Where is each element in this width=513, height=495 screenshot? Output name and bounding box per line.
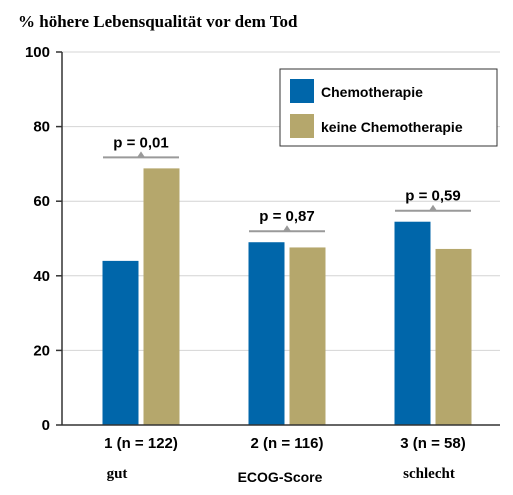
annotations: p = 0,01 p = 0,87 p = 0,59 bbox=[103, 134, 471, 233]
legend: Chemotherapie keine Chemotherapie bbox=[279, 68, 498, 147]
legend-label-chemotherapie: Chemotherapie bbox=[321, 84, 423, 100]
p-value-label: p = 0,87 bbox=[259, 208, 314, 225]
bar-chemotherapie-2 bbox=[248, 242, 285, 425]
x-tick-label: 3 (n = 58) bbox=[400, 435, 465, 452]
legend-label-keine-chemotherapie: keine Chemotherapie bbox=[321, 119, 463, 135]
p-value-label: p = 0,59 bbox=[405, 188, 460, 205]
y-tick-label: 20 bbox=[33, 342, 50, 359]
p-value-label: p = 0,01 bbox=[113, 134, 168, 151]
bars bbox=[102, 168, 472, 425]
y-tick-label: 0 bbox=[42, 417, 50, 434]
y-tick-label: 100 bbox=[25, 44, 50, 61]
x-tick-label: 2 (n = 116) bbox=[251, 435, 324, 452]
y-tick-label: 60 bbox=[33, 193, 50, 210]
y-tick-label: 80 bbox=[33, 119, 50, 136]
x-tick-label: 1 (n = 122) bbox=[104, 435, 178, 452]
bar-chemotherapie-3 bbox=[394, 221, 431, 425]
bar-keine-chemotherapie-3 bbox=[435, 248, 472, 425]
chart-title: % höhere Lebensqualität vor dem Tod bbox=[18, 12, 298, 31]
legend-box bbox=[279, 68, 498, 147]
bar-chemotherapie-1 bbox=[102, 260, 139, 425]
bar-keine-chemotherapie-2 bbox=[289, 247, 326, 425]
x-axis-label: ECOG-Score bbox=[238, 469, 323, 485]
legend-swatch-chemotherapie bbox=[290, 79, 314, 103]
bar-keine-chemotherapie-1 bbox=[143, 168, 180, 425]
y-axis: 0 20 40 60 80 100 bbox=[25, 44, 62, 434]
bracket-marker bbox=[137, 151, 145, 158]
legend-swatch-keine-chemotherapie bbox=[290, 114, 314, 138]
x-sublabel: schlecht bbox=[403, 466, 455, 482]
bracket-marker bbox=[429, 204, 437, 211]
x-sublabel: gut bbox=[107, 466, 128, 482]
x-axis: 1 (n = 122) gut 2 (n = 116) 3 (n = 58) schle… bbox=[104, 435, 466, 482]
bracket-marker bbox=[283, 225, 291, 232]
y-tick-label: 40 bbox=[33, 268, 50, 285]
